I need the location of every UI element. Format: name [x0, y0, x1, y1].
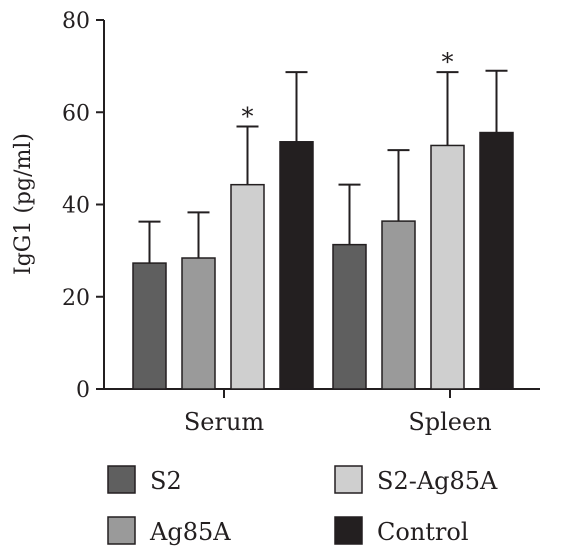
legend-swatch-s2	[107, 465, 136, 494]
y-tick-label: 0	[76, 378, 90, 403]
legend-label: S2	[150, 467, 182, 495]
legend-label: S2-Ag85A	[377, 467, 498, 495]
category-label: Serum	[184, 408, 265, 436]
axes: 0 20 40 60 80 Serum Spleen	[62, 9, 540, 436]
bar-s2-serum	[132, 262, 167, 390]
bar-s2-ag85a-spleen	[430, 144, 465, 390]
y-tick-label: 80	[62, 9, 90, 34]
y-axis-title: IgG1 (pg/ml)	[11, 133, 36, 275]
bar-ag85a-serum	[181, 257, 216, 390]
legend-swatch-s2-ag85a	[334, 465, 363, 494]
y-tick-label: 40	[62, 194, 90, 219]
legend-label: Ag85A	[149, 518, 231, 546]
legend-swatch-control	[334, 516, 363, 545]
bar-s2-spleen	[332, 243, 367, 390]
bar-ag85a-spleen	[381, 220, 416, 390]
bars: **	[132, 48, 514, 390]
legend-swatch-ag85a	[107, 516, 136, 545]
bar-s2-ag85a-serum	[230, 183, 265, 390]
significance-marker: *	[242, 103, 254, 131]
legend: S2 Ag85A S2-Ag85A Control	[107, 465, 498, 546]
category-label: Spleen	[408, 408, 491, 436]
significance-marker: *	[442, 48, 454, 76]
legend-label: Control	[377, 518, 469, 546]
y-tick-label: 20	[62, 286, 90, 311]
y-tick-label: 60	[62, 101, 90, 126]
bar-control-serum	[279, 141, 314, 390]
bar-control-spleen	[479, 131, 514, 390]
